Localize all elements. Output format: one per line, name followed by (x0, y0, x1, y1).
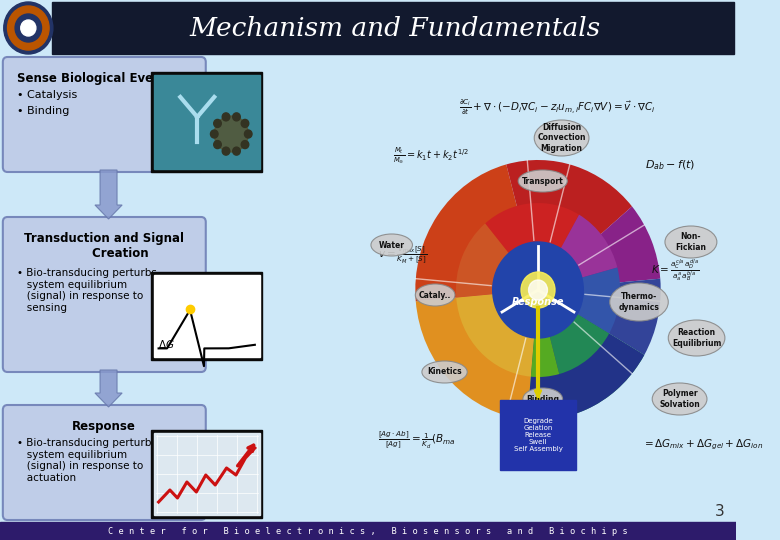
Circle shape (232, 113, 240, 121)
Bar (154, 433, 260, 515)
Ellipse shape (523, 388, 562, 410)
Wedge shape (415, 164, 538, 301)
Text: $\frac{[Ag \cdot Ab]}{[Ag]} = \frac{1}{K_d}(B_{ma}$: $\frac{[Ag \cdot Ab]}{[Ag]} = \frac{1}{K… (378, 429, 456, 451)
Text: Cataly..: Cataly.. (419, 291, 452, 300)
Circle shape (493, 242, 583, 338)
Text: $\frac{\partial C_i}{\partial t} + \nabla \cdot (-D_i\nabla C_i - z_i u_{m,i}FC_: $\frac{\partial C_i}{\partial t} + \nabl… (459, 97, 655, 117)
Ellipse shape (518, 170, 567, 192)
Bar (151, 430, 262, 518)
Ellipse shape (415, 284, 455, 306)
FancyBboxPatch shape (3, 217, 206, 372)
Text: Water: Water (379, 240, 405, 249)
Text: Reaction
Equilibrium: Reaction Equilibrium (672, 328, 722, 348)
Circle shape (241, 119, 249, 127)
Text: Transport: Transport (522, 177, 564, 186)
Circle shape (521, 272, 555, 308)
Polygon shape (95, 370, 122, 407)
Ellipse shape (371, 234, 413, 256)
Circle shape (214, 119, 222, 127)
Wedge shape (527, 290, 569, 420)
Circle shape (222, 147, 230, 155)
Wedge shape (527, 290, 644, 420)
Circle shape (244, 130, 252, 138)
Circle shape (214, 140, 222, 148)
Text: 3: 3 (715, 504, 725, 519)
FancyBboxPatch shape (3, 405, 206, 520)
Wedge shape (538, 206, 660, 290)
Wedge shape (538, 279, 661, 355)
Text: $D_{ab} - f(t)$: $D_{ab} - f(t)$ (645, 158, 695, 172)
Text: • Bio-transducing perturbs
   system equilibrium
   (signal) in response to
   s: • Bio-transducing perturbs system equili… (17, 268, 157, 313)
Text: Polymer
Solvation: Polymer Solvation (659, 389, 700, 409)
Wedge shape (485, 203, 579, 290)
Text: Binding: Binding (526, 395, 559, 403)
Wedge shape (538, 215, 617, 290)
Circle shape (15, 14, 41, 42)
Text: $= \Delta G_{mix} + \Delta G_{gel} + \Delta G_{ion}$: $= \Delta G_{mix} + \Delta G_{gel} + \De… (642, 438, 763, 452)
Circle shape (232, 147, 240, 155)
Wedge shape (531, 290, 559, 377)
Ellipse shape (665, 226, 717, 258)
Text: Sense Biological Event: Sense Biological Event (17, 72, 167, 85)
Text: Non-
Fickian: Non- Fickian (675, 232, 707, 252)
Text: $\frac{M_t}{M_{\infty}} = k_1 t + k_2 t^{1/2}$: $\frac{M_t}{M_{\infty}} = k_1 t + k_2 t^… (392, 145, 469, 165)
Bar (52, 2, 734, 54)
Text: $\Delta G$: $\Delta G$ (158, 338, 174, 350)
Polygon shape (95, 170, 122, 219)
Circle shape (529, 280, 548, 300)
Wedge shape (538, 267, 620, 334)
Text: Mechanism and Fundamentals: Mechanism and Fundamentals (189, 16, 600, 40)
Circle shape (211, 130, 218, 138)
Text: Response: Response (72, 420, 136, 433)
Wedge shape (456, 290, 538, 377)
Circle shape (241, 140, 249, 148)
Wedge shape (538, 290, 609, 374)
Ellipse shape (610, 283, 668, 321)
Circle shape (4, 2, 53, 54)
Text: C e n t e r   f o r   B i o e l e c t r o n i c s ,   B i o s e n s o r s   a n : C e n t e r f o r B i o e l e c t r o n … (108, 526, 628, 536)
Ellipse shape (534, 120, 589, 156)
Circle shape (21, 20, 36, 36)
Ellipse shape (422, 361, 467, 383)
Wedge shape (506, 160, 632, 290)
Text: Degrade
Gelation
Release
Swell
Self Assembly: Degrade Gelation Release Swell Self Asse… (513, 418, 562, 452)
Ellipse shape (652, 383, 707, 415)
Bar (151, 72, 262, 172)
Circle shape (222, 113, 230, 121)
Text: $v = \frac{V_{max}[S]}{K_M + [S]}$: $v = \frac{V_{max}[S]}{K_M + [S]}$ (378, 244, 427, 266)
Bar (154, 75, 260, 169)
FancyBboxPatch shape (3, 57, 206, 172)
Text: • Bio-transducing perturbs
   system equilibrium
   (signal) in response to
   a: • Bio-transducing perturbs system equili… (17, 438, 157, 483)
Text: Diffusion
Convection
Migration: Diffusion Convection Migration (537, 123, 586, 153)
Wedge shape (538, 290, 644, 416)
Bar (151, 272, 262, 360)
Bar (154, 275, 260, 357)
Circle shape (215, 116, 248, 152)
Bar (0, 522, 736, 540)
Bar (500, 400, 576, 470)
Text: • Catalysis: • Catalysis (17, 90, 77, 100)
Text: Kinetics: Kinetics (427, 368, 462, 376)
Circle shape (8, 6, 49, 50)
Text: $K = \frac{a_C^{c/a}\, a_D^{d/a}}{a_a^{a}\, a_B^{b/a}}$: $K = \frac{a_C^{c/a}\, a_D^{d/a}}{a_a^{a… (651, 257, 699, 283)
Text: Thermo-
dynamics: Thermo- dynamics (619, 292, 659, 312)
Wedge shape (416, 290, 538, 420)
Ellipse shape (668, 320, 725, 356)
Text: Response: Response (512, 297, 564, 307)
Text: • Binding: • Binding (17, 106, 69, 116)
Text: Transduction and Signal
        Creation: Transduction and Signal Creation (24, 232, 184, 260)
Wedge shape (456, 224, 538, 298)
